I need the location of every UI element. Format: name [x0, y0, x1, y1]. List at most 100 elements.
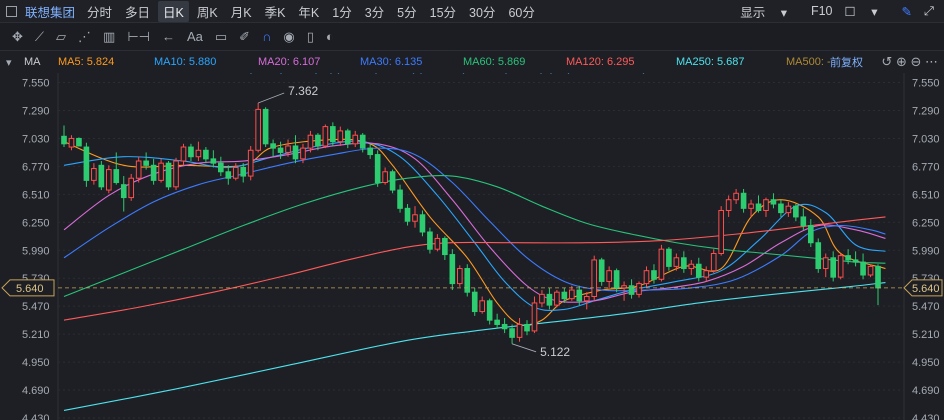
add-icon[interactable]: ⊕	[895, 54, 907, 69]
ma10-label: MA10: 5.880	[154, 56, 217, 68]
candle-body	[270, 143, 276, 149]
candle-body	[875, 265, 881, 289]
f10-button[interactable]: F10	[810, 4, 833, 18]
period-tab[interactable]: 60分	[508, 5, 535, 20]
candle-body	[733, 192, 739, 201]
candle-body	[434, 237, 441, 250]
candle-body	[785, 205, 792, 214]
period-tab[interactable]: 月K	[230, 5, 252, 20]
candle-body	[860, 261, 866, 276]
candle-body	[464, 268, 471, 293]
period-tab[interactable]: 多日	[125, 5, 151, 20]
candle-body	[725, 199, 732, 211]
candle-body	[561, 291, 568, 300]
candle-body	[598, 259, 605, 282]
chart-background	[0, 73, 944, 420]
collapse-arrow-icon[interactable]: ▾	[6, 56, 12, 69]
arrow-icon[interactable]: ←	[161, 29, 175, 44]
y-tick-label-left: 5.470	[22, 301, 50, 313]
ma120-label: MA120: 6.295	[566, 56, 635, 68]
indicator-name[interactable]: MA	[24, 56, 41, 68]
square-dropdown[interactable]: ☐ ▾	[845, 4, 890, 19]
window-square-icon[interactable]	[6, 5, 17, 17]
candle-body	[225, 171, 232, 179]
more-icon[interactable]: ⋯	[925, 54, 938, 69]
move-icon[interactable]: ✥	[12, 28, 23, 44]
candle-body	[740, 192, 747, 209]
period-bar: 联想集团 分时 多日 日K 周K 月K 季K 年K 1分 3分 5分 15分 3…	[0, 0, 944, 23]
candle-body	[120, 184, 127, 199]
drawing-toolbar: ✥ ⟋ ▱ ⋰ ▥ ⊢⊣ ← Aa ▭ ✐ ∩ ◉ ▯ ◐	[0, 23, 944, 51]
candle-body	[867, 265, 874, 276]
range-icon[interactable]: ⊢⊣	[127, 28, 150, 44]
candle-body	[277, 147, 284, 153]
candle-body	[113, 169, 120, 184]
candle-body	[165, 162, 172, 188]
period-tab[interactable]: 年K	[298, 5, 320, 20]
ma-line-ma60	[63, 175, 886, 298]
y-tick-label-right: 6.250	[912, 217, 940, 229]
magnet-icon[interactable]: ∩	[262, 29, 272, 44]
period-tab[interactable]: 季K	[264, 5, 286, 20]
period-tab[interactable]: 15分	[429, 5, 457, 20]
line-icon[interactable]: ⟋	[34, 28, 45, 44]
ma30-label: MA30: 6.135	[360, 56, 423, 68]
remove-icon[interactable]: ⊖	[910, 54, 922, 69]
candle-body	[830, 257, 837, 278]
candle-body	[651, 270, 657, 280]
candle-body	[173, 160, 179, 188]
candle-body	[748, 203, 754, 209]
period-tab[interactable]: 5分	[397, 5, 417, 20]
indicator-controls: ↺ ⊕ ⊖ ⋯	[881, 54, 938, 70]
eye-icon[interactable]: ◉	[283, 28, 295, 44]
toggle-icon[interactable]: ◐	[325, 29, 334, 44]
pen-icon[interactable]: ✐	[239, 28, 251, 44]
period-tab-active[interactable]: 日K	[158, 0, 189, 22]
y-tick-label-left: 6.250	[22, 217, 50, 229]
period-tab[interactable]: 30分	[469, 5, 496, 20]
candle-body	[98, 164, 105, 188]
y-tick-label-left: 7.290	[22, 105, 50, 117]
candle-body	[61, 135, 67, 145]
ma60-label: MA60: 5.869	[463, 56, 526, 68]
period-tab[interactable]: 分时	[87, 5, 113, 20]
candle-body	[105, 169, 112, 191]
stock-name[interactable]: 联想集团	[25, 5, 76, 20]
display-dropdown[interactable]: 显示 ▾	[740, 2, 799, 21]
candle-body	[621, 285, 627, 289]
trash-icon[interactable]: ▯	[306, 28, 314, 44]
candle-body	[770, 199, 777, 205]
candle-body	[135, 160, 142, 179]
ruler-icon[interactable]: ▥	[103, 28, 116, 44]
candle-body	[703, 270, 710, 278]
undo-icon[interactable]: ↺	[881, 54, 893, 69]
adjust-dropdown[interactable]: 前复权	[830, 57, 863, 69]
channel-icon[interactable]: ▱	[56, 28, 67, 44]
candle-body	[449, 254, 456, 285]
candle-body	[673, 257, 680, 267]
text-tool[interactable]: Aa	[186, 29, 203, 44]
y-tick-label-left: 5.210	[22, 329, 50, 341]
candle-body	[240, 166, 247, 177]
candle-body	[359, 134, 366, 149]
period-tab[interactable]: 3分	[364, 5, 385, 20]
low-annotation-leader	[511, 343, 537, 353]
y-tick-label-right: 6.770	[912, 161, 940, 173]
y-tick-label-right: 7.290	[912, 105, 940, 117]
candle-body	[374, 154, 381, 184]
candle-body	[315, 134, 321, 147]
candle-body	[180, 146, 187, 162]
candle-body	[822, 257, 829, 270]
note-icon[interactable]: ▭	[214, 28, 228, 44]
high-annotation-leader	[258, 92, 285, 104]
brush-icon[interactable]: ✎	[901, 4, 912, 19]
wave-icon[interactable]: ⋰	[78, 28, 92, 44]
period-tab[interactable]: 周K	[196, 5, 218, 20]
collapse-icon[interactable]: ⤢	[923, 3, 934, 18]
candlestick-chart[interactable]: 7.550 7.550 7.290 7.290 7.030 7.030 6.770 6.770…	[0, 73, 944, 420]
high-annotation: 7.362	[288, 84, 318, 98]
candle-body	[427, 231, 433, 250]
last-price-label-right: 5.640	[912, 283, 940, 295]
period-tab[interactable]: 1分	[332, 5, 352, 20]
y-tick-label-left: 4.430	[22, 413, 50, 420]
